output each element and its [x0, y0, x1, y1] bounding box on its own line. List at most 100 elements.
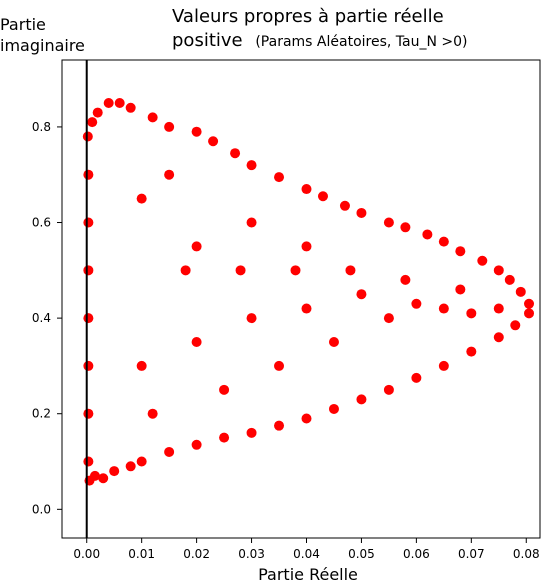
data-point — [219, 385, 229, 395]
data-point — [516, 287, 526, 297]
data-point — [83, 313, 93, 323]
data-point — [505, 275, 515, 285]
data-point — [192, 127, 202, 137]
data-point — [126, 103, 136, 113]
data-point — [524, 308, 534, 318]
data-point — [494, 304, 504, 314]
data-point — [422, 229, 432, 239]
x-tick-label: 0.04 — [293, 547, 320, 561]
data-point — [208, 136, 218, 146]
data-point — [274, 361, 284, 371]
data-point — [230, 148, 240, 158]
chart-title-line2: positive (Params Aléatoires, Tau_N >0) — [172, 30, 467, 51]
data-point — [181, 265, 191, 275]
data-point — [384, 218, 394, 228]
data-point — [455, 246, 465, 256]
data-point — [83, 265, 93, 275]
data-point — [356, 208, 366, 218]
x-tick-label: 0.00 — [73, 547, 100, 561]
data-point — [524, 299, 534, 309]
data-point — [439, 237, 449, 247]
y-axis-label-line1: Partie — [0, 15, 46, 34]
data-point — [115, 98, 125, 108]
data-point — [510, 320, 520, 330]
data-point — [301, 414, 311, 424]
data-point — [494, 265, 504, 275]
data-point — [104, 98, 114, 108]
data-point — [109, 466, 119, 476]
data-point — [301, 184, 311, 194]
data-point — [83, 457, 93, 467]
data-point — [247, 218, 257, 228]
x-axis-label: Partie Réelle — [258, 565, 358, 584]
data-point — [83, 131, 93, 141]
data-point — [301, 241, 311, 251]
x-tick-label: 0.03 — [238, 547, 265, 561]
data-point — [274, 421, 284, 431]
data-point — [384, 313, 394, 323]
data-point — [384, 385, 394, 395]
data-point — [137, 194, 147, 204]
data-point — [164, 122, 174, 132]
data-point — [148, 409, 158, 419]
y-tick-label: 0.4 — [32, 311, 51, 325]
y-tick-label: 0.2 — [32, 407, 51, 421]
data-point — [164, 447, 174, 457]
x-tick-label: 0.01 — [128, 547, 155, 561]
y-axis-label-line2: imaginaire — [0, 36, 85, 55]
x-tick-label: 0.05 — [348, 547, 375, 561]
data-point — [439, 304, 449, 314]
data-point — [83, 361, 93, 371]
data-point — [356, 289, 366, 299]
data-point — [466, 308, 476, 318]
x-axis-ticks: 0.00 0.01 0.02 0.03 0.04 0.05 0.06 0.07 0.08 — [73, 538, 539, 561]
data-point — [411, 373, 421, 383]
y-tick-label: 0.0 — [32, 502, 51, 516]
data-point — [98, 473, 108, 483]
chart-title-line2-main: positive — [172, 30, 243, 51]
x-tick-label: 0.08 — [513, 547, 540, 561]
x-tick-label: 0.07 — [458, 547, 485, 561]
data-point — [93, 108, 103, 118]
data-point — [164, 170, 174, 180]
x-tick-label: 0.06 — [403, 547, 430, 561]
data-point — [356, 394, 366, 404]
data-point — [192, 440, 202, 450]
x-tick-label: 0.02 — [183, 547, 210, 561]
data-point — [340, 201, 350, 211]
data-point — [400, 275, 410, 285]
data-point — [329, 404, 339, 414]
data-point — [318, 191, 328, 201]
data-point — [455, 284, 465, 294]
data-point — [301, 304, 311, 314]
data-point — [400, 222, 410, 232]
data-point — [126, 461, 136, 471]
data-point — [466, 347, 476, 357]
chart-title-line1: Valeurs propres à partie réelle — [172, 6, 444, 27]
data-point — [329, 337, 339, 347]
data-point — [192, 241, 202, 251]
data-point — [274, 172, 284, 182]
data-point — [148, 112, 158, 122]
data-point — [247, 313, 257, 323]
data-point — [137, 457, 147, 467]
data-point — [477, 256, 487, 266]
data-point — [247, 428, 257, 438]
data-point — [411, 299, 421, 309]
y-axis-ticks: 0.0 0.2 0.4 0.6 0.8 — [32, 120, 62, 516]
data-point — [192, 337, 202, 347]
chart-title-line2-sub: (Params Aléatoires, Tau_N >0) — [255, 34, 467, 50]
data-point — [83, 170, 93, 180]
data-point — [494, 332, 504, 342]
data-point — [345, 265, 355, 275]
data-point — [439, 361, 449, 371]
data-point — [137, 361, 147, 371]
data-point — [291, 265, 301, 275]
data-point — [219, 433, 229, 443]
data-point — [87, 117, 97, 127]
y-tick-label: 0.8 — [32, 120, 51, 134]
data-point — [236, 265, 246, 275]
scatter-layer — [83, 98, 534, 486]
data-point — [83, 409, 93, 419]
